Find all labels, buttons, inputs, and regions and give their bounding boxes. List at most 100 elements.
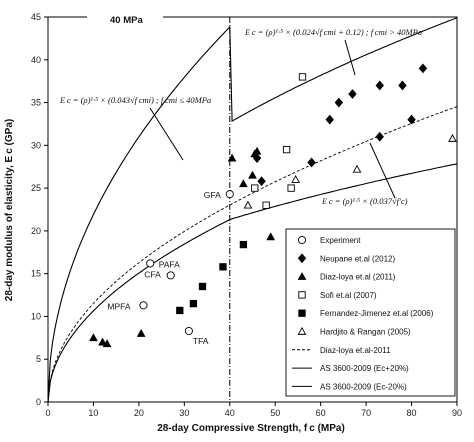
x-tick-label: 50 <box>270 408 280 418</box>
point-label: PAFA <box>159 259 180 269</box>
y-tick-label: 5 <box>36 354 41 364</box>
x-tick-label: 30 <box>179 408 189 418</box>
legend-box <box>285 228 456 397</box>
data-point-triangle-open <box>448 133 457 142</box>
y-tick-label: 15 <box>31 269 41 279</box>
y-tick-label: 10 <box>31 311 41 321</box>
x-axis-title: 28-day Compressive Strength, f c (MPa) <box>157 423 345 434</box>
point-label: GFA <box>204 190 221 200</box>
x-tick-label: 60 <box>316 408 326 418</box>
x-tick-label: 40 <box>225 408 235 418</box>
legend-label: AS 3600-2009 (Ec+20%) <box>320 364 409 373</box>
point-label: TFA <box>193 336 209 346</box>
y-tick-label: 20 <box>31 226 41 236</box>
vline-label: 40 MPa <box>110 15 143 26</box>
legend-marker-square-open <box>298 291 306 299</box>
point-label: CFA <box>144 269 161 279</box>
data-point-diamond-filled <box>325 114 334 125</box>
axes-layer: 0 10 20 30 40 50 60 70 80 90 0 5 10 15 20 25 30 35 40 45 <box>31 12 462 418</box>
data-point-triangle-filled <box>102 339 112 348</box>
equation-diaz-pointer <box>369 142 396 199</box>
data-point-circle-open <box>146 259 155 268</box>
data-point-diamond-filled <box>407 114 416 125</box>
legend-marker-triangle-open <box>297 326 307 335</box>
equation-diaz: E c = (ρ)¹·⁵ × (0.037√f′c) <box>321 196 408 206</box>
equation-high: E c = (ρ)¹·⁵ × (0.024√f cmi + 0.12) ; f … <box>244 27 422 37</box>
data-point-circle-open <box>184 326 193 336</box>
equation-low: E c = (ρ)¹·⁵ × (0.043√f cmi) ; f cmi ≤ 4… <box>59 95 211 105</box>
data-point-triangle-filled <box>266 232 276 241</box>
vline-label-box <box>87 12 163 27</box>
legend-label: Fernandez-Jimenez et.al (2006) <box>320 309 434 318</box>
data-point-square-open <box>298 73 307 81</box>
legend-label: Diaz-loya et.al-2011 <box>320 346 391 355</box>
data-point-diamond-filled <box>307 157 316 168</box>
data-point-square-open <box>282 145 291 154</box>
data-point-triangle-filled <box>239 179 248 188</box>
data-point-diamond-filled <box>398 80 407 91</box>
y-tick-label: 45 <box>31 12 41 22</box>
x-tick-label: 80 <box>407 408 417 418</box>
point-label: MPFA <box>107 301 130 311</box>
legend-marker-square-filled <box>298 309 306 317</box>
x-tick-label: 10 <box>88 408 98 418</box>
legend-marker-diamond-filled <box>297 253 307 264</box>
data-point-triangle-filled <box>98 337 107 346</box>
legend-label: Neupane et.al (2012) <box>320 254 396 263</box>
x-tick-label: 0 <box>45 408 50 418</box>
data-point-triangle-filled <box>89 333 98 342</box>
y-axis-title: 28-day modulus of elasticity, E c (GPa) <box>4 119 15 301</box>
data-point-diamond-filled <box>257 176 266 187</box>
data-point-triangle-filled <box>227 153 237 162</box>
data-point-square-filled <box>239 240 248 249</box>
data-point-triangle-open <box>243 200 253 209</box>
data-point-square-filled <box>176 306 184 315</box>
legend-label: Sofi et.al (2007) <box>320 291 377 300</box>
x-tick-label: 70 <box>361 408 371 418</box>
equation-high-pointer <box>344 39 356 76</box>
y-tick-label: 40 <box>31 55 41 65</box>
data-point-diamond-filled <box>375 131 384 142</box>
data-point-triangle-filled <box>252 146 262 155</box>
legend-label: Diaz-loya et.al (2011) <box>320 273 396 282</box>
data-point-square-filled <box>219 263 227 271</box>
data-point-circle-open <box>139 301 148 310</box>
legend: Experiment Neupane et.al (2012) Diaz-loya … <box>285 228 456 397</box>
data-point-circle-open <box>225 190 234 199</box>
y-tick-label: 35 <box>31 98 41 108</box>
x-tick-label: 20 <box>134 408 144 418</box>
curve-as3600-lower <box>47 163 458 403</box>
y-tick-label: 25 <box>31 183 41 193</box>
curves-layer <box>47 17 458 403</box>
data-point-circle-open <box>166 271 175 280</box>
data-point-square-filled <box>189 299 198 308</box>
annotations-layer: 40 MPa E c = (ρ)¹·⁵ × (0.024√f cmi + 0.1… <box>59 12 422 206</box>
data-point-square-filled <box>198 282 207 291</box>
data-point-diamond-filled <box>348 89 357 99</box>
legend-marker-triangle-filled <box>297 272 307 280</box>
data-point-square-open <box>262 201 270 209</box>
x-tick-label: 90 <box>452 408 462 418</box>
legend-label: Experiment <box>320 236 361 245</box>
legend-marker-circle-open <box>297 235 307 245</box>
legend-label: Hardjito & Rangan (2005) <box>320 328 411 337</box>
data-point-triangle-open <box>291 175 301 183</box>
y-tick-label: 0 <box>36 397 41 407</box>
data-point-square-open <box>251 184 259 192</box>
data-point-triangle-open <box>352 164 362 173</box>
curve-diaz-loya <box>47 106 458 403</box>
data-point-square-open <box>287 184 295 192</box>
curve-as3600-upper <box>47 17 458 403</box>
data-point-diamond-filled <box>334 97 344 108</box>
plot-frame <box>47 16 458 403</box>
data-point-diamond-filled <box>418 63 428 74</box>
equation-low-pointer <box>149 107 184 161</box>
y-tick-label: 30 <box>31 140 41 150</box>
legend-label: AS 3600-2009 (Ec-20%) <box>320 382 407 391</box>
data-point-diamond-filled <box>375 80 384 91</box>
data-point-triangle-filled <box>136 329 146 337</box>
points-layer <box>89 63 457 348</box>
data-point-triangle-filled <box>248 170 257 179</box>
